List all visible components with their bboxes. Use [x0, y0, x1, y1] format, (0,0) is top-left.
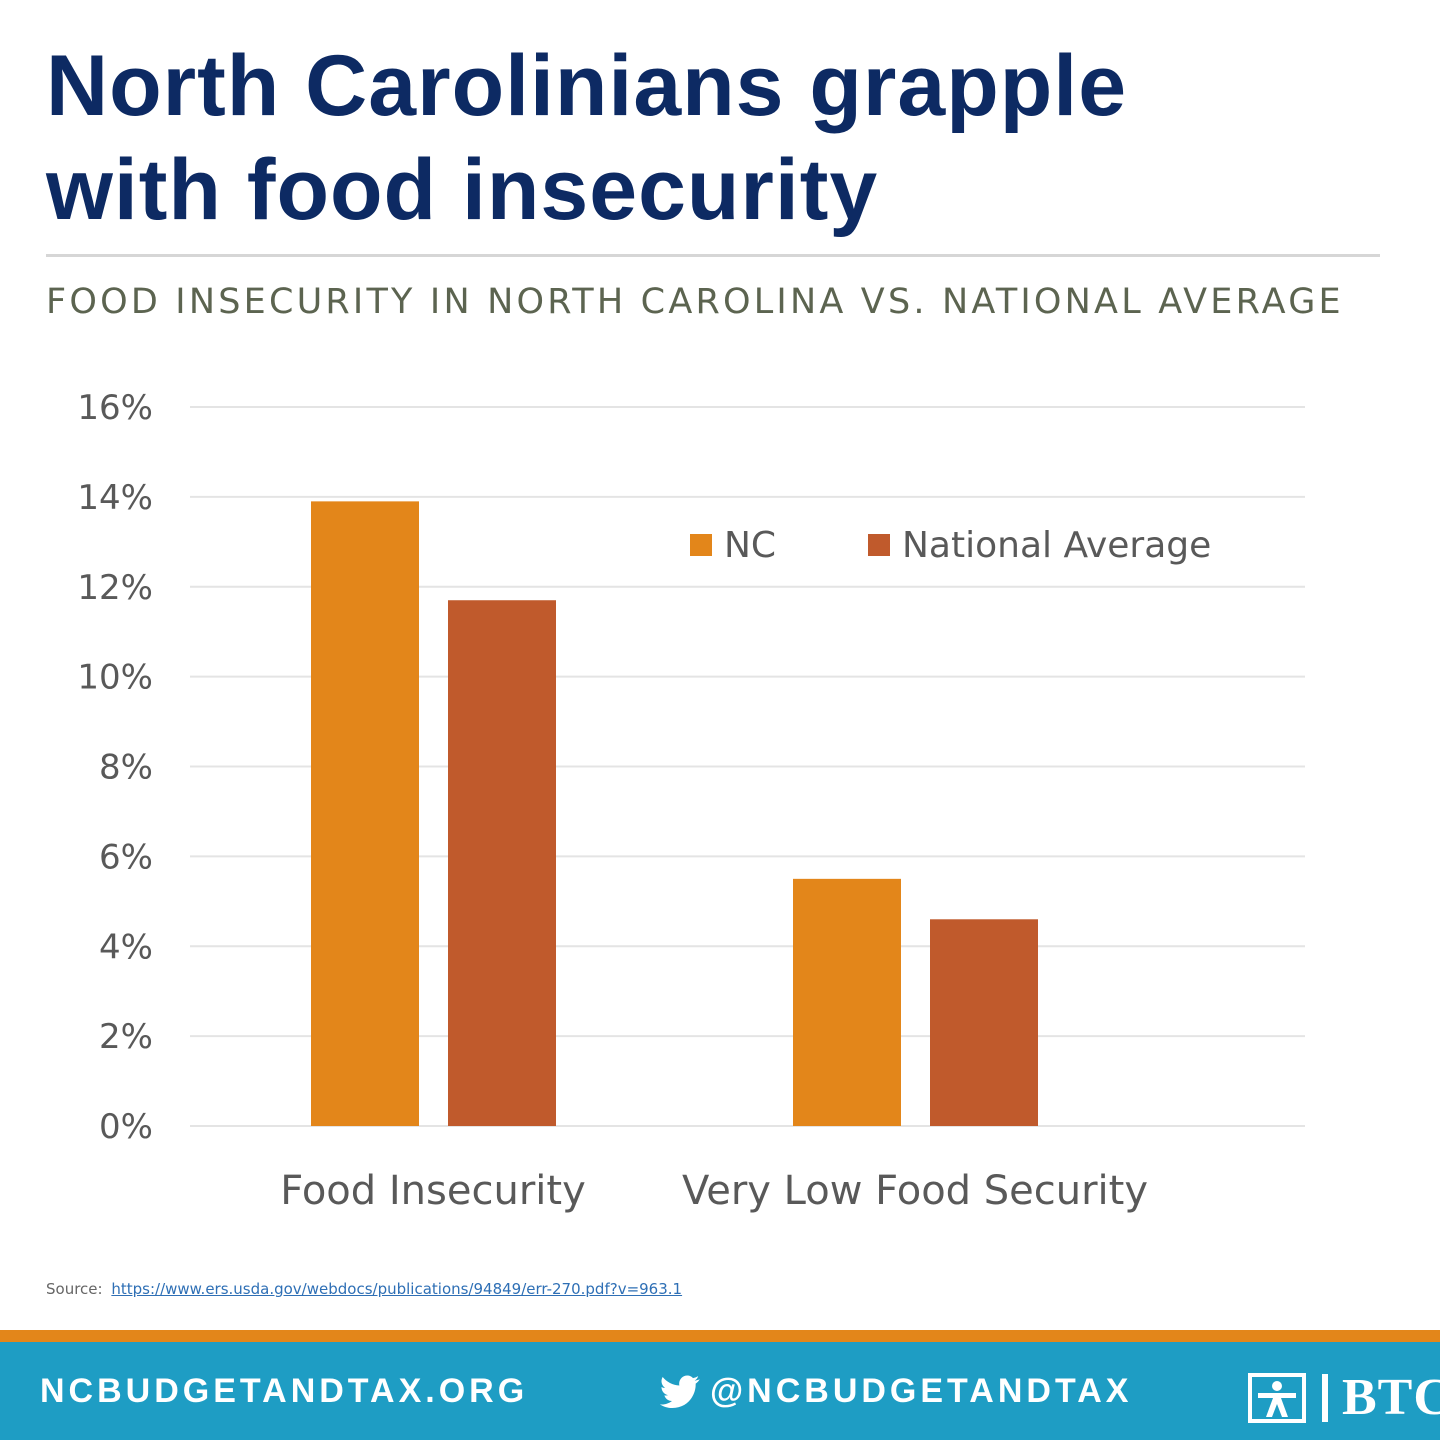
chart-subtitle: FOOD INSECURITY IN NORTH CAROLINA VS. NA…	[46, 282, 1344, 322]
headline: North Carolinians grapple with food inse…	[46, 34, 1406, 242]
btc-logo: BTC	[1248, 1368, 1440, 1427]
legend-swatch	[868, 534, 890, 556]
bar-national-average-very-low-food-security	[930, 919, 1038, 1126]
twitter-handle[interactable]: @NCBUDGETANDTAX	[660, 1372, 1132, 1411]
source-link[interactable]: https://www.ers.usda.gov/webdocs/publica…	[111, 1280, 683, 1298]
source-note: Source: https://www.ers.usda.gov/webdocs…	[46, 1280, 682, 1298]
y-axis-ticks: 0% 2% 4% 6% 8% 10% 12% 14% 16%	[77, 388, 153, 1147]
y-tick-label: 12%	[77, 568, 153, 608]
x-category-label: Very Low Food Security	[682, 1168, 1148, 1214]
y-tick-label: 0%	[99, 1107, 153, 1147]
y-tick-label: 4%	[99, 927, 153, 967]
twitter-handle-text: @NCBUDGETANDTAX	[710, 1372, 1133, 1410]
x-axis-labels: Food Insecurity Very Low Food Security	[280, 1168, 1148, 1214]
footer: NCBUDGETANDTAX.ORG @NCBUDGETANDTAX BTC	[0, 1342, 1440, 1440]
logo-separator	[1322, 1373, 1328, 1422]
bars	[311, 501, 1038, 1126]
source-label: Source:	[46, 1280, 103, 1298]
bar-national-average-food-insecurity	[448, 600, 556, 1126]
y-tick-label: 8%	[99, 748, 153, 788]
bar-nc-food-insecurity	[311, 501, 419, 1126]
y-tick-label: 10%	[77, 658, 153, 698]
twitter-bird-icon	[660, 1375, 700, 1408]
headline-line-2: with food insecurity	[46, 142, 879, 238]
y-tick-label: 6%	[99, 837, 153, 877]
legend-label: National Average	[902, 525, 1211, 566]
footer-stripe	[0, 1330, 1440, 1342]
divider	[46, 254, 1380, 257]
bar-nc-very-low-food-security	[793, 878, 901, 1126]
x-category-label: Food Insecurity	[280, 1168, 586, 1214]
y-tick-label: 16%	[77, 388, 153, 428]
website-link[interactable]: NCBUDGETANDTAX.ORG	[40, 1372, 529, 1410]
bar-chart: 0% 2% 4% 6% 8% 10% 12% 14% 16% Food Insecurity Ve…	[77, 388, 1305, 1214]
headline-line-1: North Carolinians grapple	[46, 38, 1128, 134]
btc-emblem-icon	[1248, 1372, 1306, 1423]
legend: NC National Average	[690, 525, 1211, 566]
y-tick-label: 2%	[99, 1017, 153, 1057]
y-tick-label: 14%	[77, 478, 153, 518]
logo-text: BTC	[1342, 1369, 1440, 1426]
legend-label: NC	[724, 525, 776, 566]
legend-swatch	[690, 534, 712, 556]
